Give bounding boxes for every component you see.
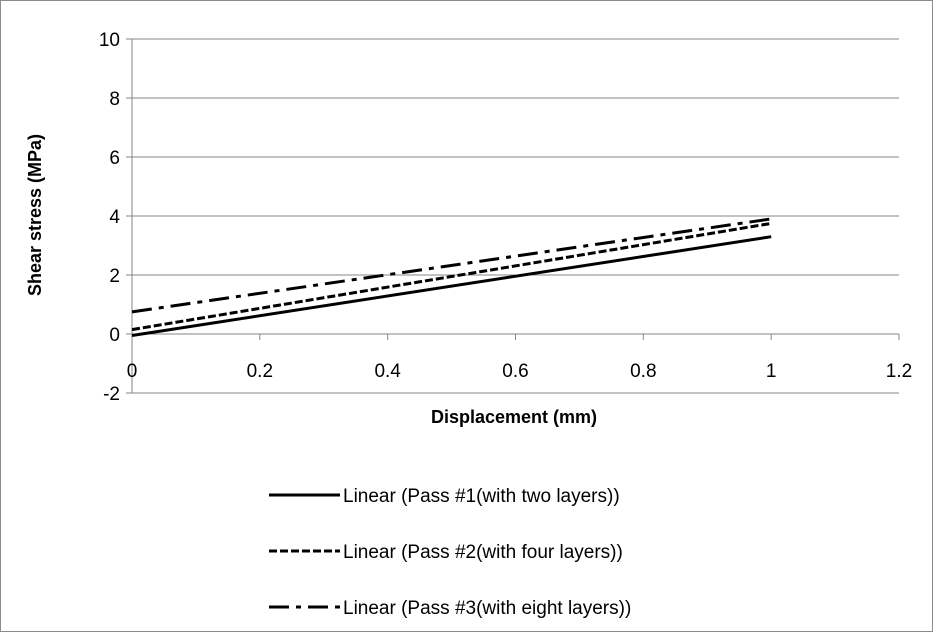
series-line-3 [131,217,772,314]
legend-label-1: Linear (Pass #1(with two layers)) [343,486,620,507]
x-tick-label: 0.8 [630,361,656,382]
x-tick-label: 1 [766,361,777,382]
y-tick-label: 8 [109,89,120,110]
series-line-1 [131,235,772,337]
legend-label-2: Linear (Pass #2(with four layers)) [343,542,623,563]
series-line-2 [131,221,772,332]
legend: Linear (Pass #1(with two layers)) Linear … [269,486,631,619]
y-tick-label: 6 [109,148,120,169]
x-tick-label: 1.2 [886,361,912,382]
tick-labels: 10 8 6 4 2 0 -2 0 0.2 0.4 0.6 0.8 1 1.2 [99,30,912,405]
x-tick-label: 0.4 [374,361,401,382]
x-tick-label: 0 [127,361,138,382]
y-tick-label: 10 [99,30,120,51]
x-tick-label: 0.2 [247,361,273,382]
legend-item-3: Linear (Pass #3(with eight layers)) [269,598,631,619]
x-tick-label: 0.6 [502,361,528,382]
series-lines [131,217,772,337]
legend-label-3: Linear (Pass #3(with eight layers)) [343,598,631,619]
y-tick-label: 0 [109,325,120,346]
y-tick-label: 2 [109,266,120,287]
y-tick-label: -2 [103,384,120,405]
y-axis-title: Shear stress (MPa) [25,134,45,296]
y-tick-label: 4 [109,207,120,228]
legend-item-1: Linear (Pass #1(with two layers)) [269,486,620,507]
x-axis-title: Displacement (mm) [431,407,597,427]
legend-item-2: Linear (Pass #2(with four layers)) [269,542,623,563]
